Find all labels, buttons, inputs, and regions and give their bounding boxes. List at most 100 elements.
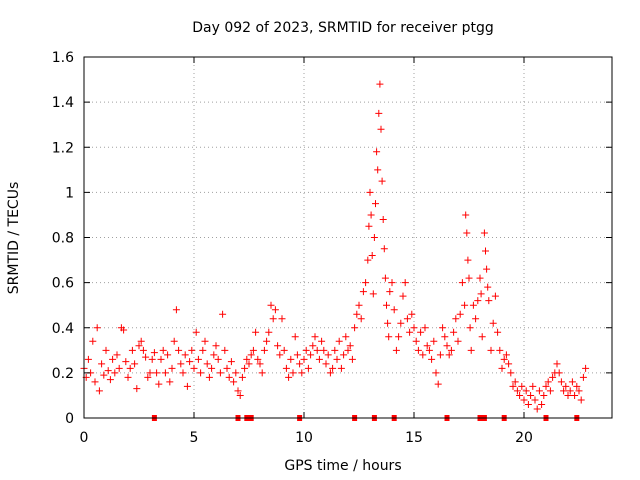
data-point — [263, 337, 271, 345]
data-point — [538, 400, 546, 408]
data-point — [280, 346, 288, 354]
data-point — [353, 310, 361, 318]
data-point — [287, 355, 295, 363]
data-point — [428, 355, 436, 363]
data-point — [166, 378, 174, 386]
data-point — [417, 328, 425, 336]
data-point — [474, 297, 482, 305]
data-point — [190, 364, 198, 372]
data-point — [513, 387, 521, 395]
data-point — [236, 391, 244, 399]
data-point — [208, 364, 216, 372]
data-point — [269, 315, 277, 323]
data-point — [274, 342, 282, 350]
data-point — [403, 315, 411, 323]
data-point — [344, 346, 352, 354]
y-tick-label: 1.4 — [52, 95, 74, 111]
data-point — [289, 369, 297, 377]
data-point — [375, 109, 383, 117]
y-tick-label: 0.6 — [52, 276, 74, 292]
data-point — [148, 355, 156, 363]
data-point — [566, 387, 574, 395]
data-point — [454, 337, 462, 345]
data-point — [560, 387, 568, 395]
data-point — [445, 351, 453, 359]
data-point — [441, 333, 449, 341]
data-point — [553, 360, 561, 368]
data-point — [500, 355, 508, 363]
data-point — [142, 353, 150, 361]
data-point — [535, 387, 543, 395]
data-point — [359, 288, 367, 296]
data-point — [564, 391, 572, 399]
data-point — [111, 369, 119, 377]
data-point — [245, 360, 253, 368]
x-tick-label: 5 — [190, 430, 199, 446]
data-point — [355, 301, 363, 309]
data-point — [408, 310, 416, 318]
data-point — [367, 211, 375, 219]
data-point — [464, 256, 472, 264]
data-point — [410, 324, 418, 332]
data-point — [489, 319, 497, 327]
data-point — [399, 292, 407, 300]
data-point — [397, 319, 405, 327]
data-point — [522, 387, 530, 395]
data-point — [137, 337, 145, 345]
data-point — [322, 360, 330, 368]
data-point — [313, 346, 321, 354]
data-point — [329, 364, 337, 372]
data-point — [170, 337, 178, 345]
y-tick-label: 0.2 — [52, 366, 74, 382]
data-point — [254, 355, 262, 363]
data-point — [472, 315, 480, 323]
data-point — [529, 382, 537, 390]
data-point — [291, 333, 299, 341]
data-point — [436, 351, 444, 359]
data-point — [385, 333, 393, 341]
data-point — [498, 364, 506, 372]
data-point — [496, 346, 504, 354]
data-point — [232, 369, 240, 377]
data-point — [225, 373, 233, 381]
data-point — [555, 369, 563, 377]
data-point — [540, 391, 548, 399]
data-point — [183, 382, 191, 390]
data-point — [177, 360, 185, 368]
data-point — [351, 324, 359, 332]
x-tick-label: 0 — [80, 430, 89, 446]
y-tick-label: 1 — [65, 185, 74, 201]
data-point — [194, 355, 202, 363]
data-point — [335, 337, 343, 345]
y-tick-label: 0.8 — [52, 231, 74, 247]
data-point — [243, 355, 251, 363]
data-point — [381, 274, 389, 282]
data-point — [315, 355, 323, 363]
data-point — [227, 358, 235, 366]
data-point — [326, 369, 334, 377]
data-point — [144, 373, 152, 381]
data-point — [271, 306, 279, 314]
data-point — [456, 310, 464, 318]
data-point — [128, 346, 136, 354]
data-point — [484, 283, 492, 291]
data-point — [362, 279, 370, 287]
data-point — [175, 346, 183, 354]
data-point — [247, 351, 255, 359]
data-point — [487, 346, 495, 354]
data-point — [221, 346, 229, 354]
data-point — [164, 351, 172, 359]
y-tick-label: 1.2 — [52, 140, 74, 156]
data-point — [374, 166, 382, 174]
data-point — [331, 346, 339, 354]
data-point — [577, 396, 585, 404]
data-point — [483, 265, 491, 273]
data-point — [384, 319, 392, 327]
data-point — [482, 247, 489, 255]
axis-ticks: 0 0.2 0.4 0.6 0.8 1 1.2 1.4 1.6 0 5 10 15 20 — [52, 50, 612, 446]
grid-lines — [84, 57, 612, 418]
data-point — [234, 387, 242, 395]
data-point — [390, 306, 398, 314]
data-point — [562, 382, 570, 390]
data-point — [395, 333, 403, 341]
